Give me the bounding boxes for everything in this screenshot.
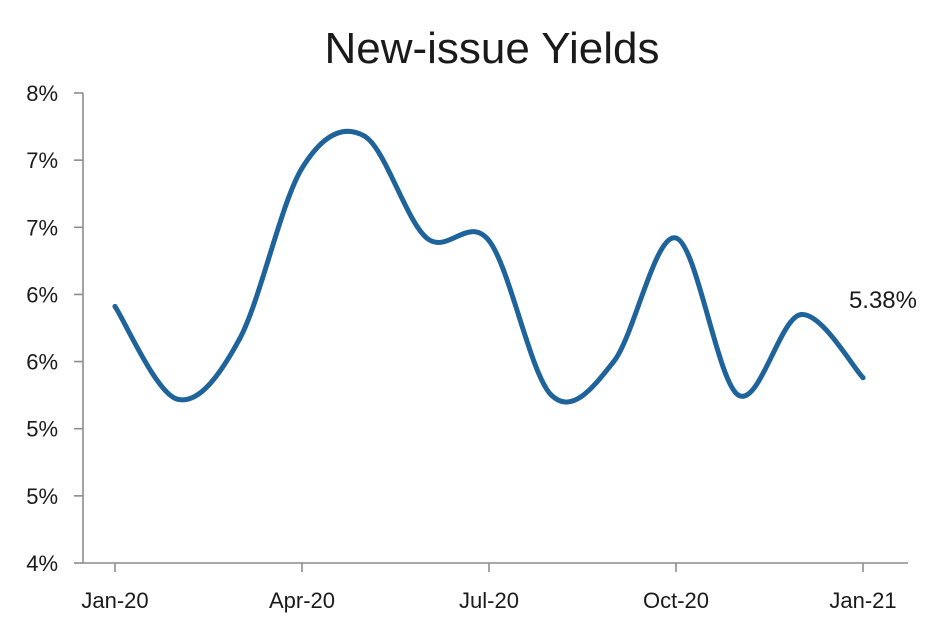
y-tick-label: 5% [26, 417, 58, 442]
y-tick-label: 6% [26, 282, 58, 307]
x-tick-label: Apr-20 [269, 588, 335, 613]
axes [82, 93, 908, 564]
data-point [548, 392, 554, 398]
y-tick-label: 7% [26, 215, 58, 240]
x-tick-label: Jan-20 [81, 588, 148, 613]
data-point [860, 375, 866, 381]
data-point [237, 336, 243, 342]
data-point [424, 235, 430, 241]
data-point [361, 133, 367, 139]
y-tick-label: 7% [26, 148, 58, 173]
y-axis-ticks: 4% 5% 5% 6% 6% 7% 7% 8% [26, 81, 83, 576]
y-tick-label: 8% [26, 81, 58, 106]
data-point [798, 312, 804, 318]
data-point [611, 359, 617, 365]
data-point [486, 238, 492, 244]
x-tick-label: Oct-20 [643, 588, 709, 613]
x-axis-ticks: Jan-20 Apr-20 Jul-20 Oct-20 Jan-21 [81, 563, 897, 613]
data-point [735, 392, 741, 398]
x-tick-label: Jan-21 [829, 588, 896, 613]
data-point [299, 165, 305, 171]
series-line [112, 128, 866, 405]
data-label-last-value: 5.38% [849, 287, 917, 314]
data-point [174, 396, 180, 402]
x-tick-label: Jul-20 [459, 588, 519, 613]
y-tick-label: 6% [26, 350, 58, 375]
y-tick-label: 5% [26, 484, 58, 509]
y-tick-label: 4% [26, 551, 58, 576]
data-point [112, 304, 118, 310]
series-layer: 5.38% [112, 128, 917, 405]
chart-title: New-issue Yields [324, 24, 659, 73]
data-point [673, 235, 679, 241]
